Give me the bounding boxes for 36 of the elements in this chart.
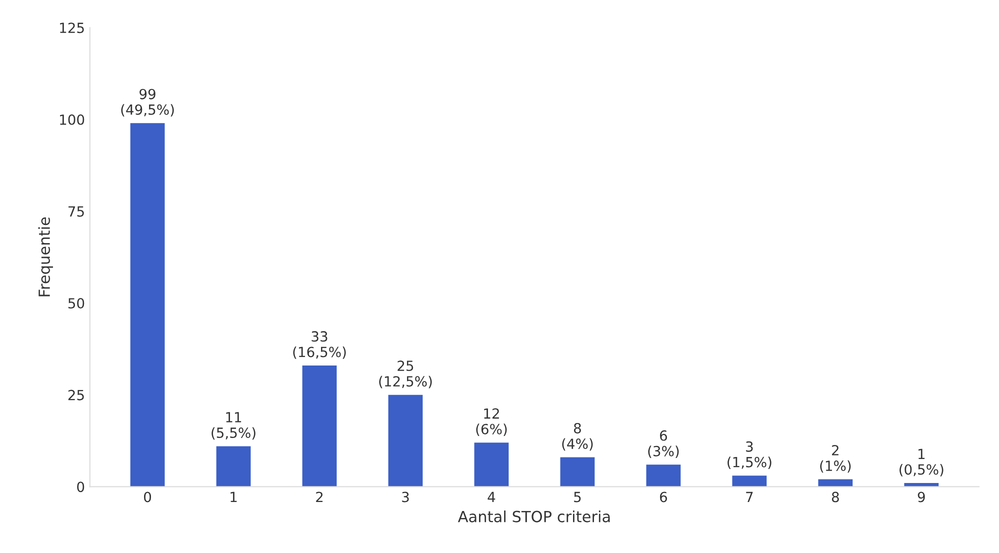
bar xyxy=(302,365,337,487)
data-label: 8 (4%) xyxy=(562,422,593,451)
x-tick-label: 6 xyxy=(660,492,667,502)
x-tick-label: 1 xyxy=(230,492,237,502)
bar xyxy=(732,476,767,487)
data-label: 11 (5,5%) xyxy=(212,412,256,440)
bar xyxy=(646,464,681,487)
x-tick-label: 3 xyxy=(402,492,409,502)
data-label: 25 (12,5%) xyxy=(379,360,432,388)
data-label: 33 (16,5%) xyxy=(293,331,346,359)
y-tick-label: 0 xyxy=(77,482,84,492)
x-tick-label: 4 xyxy=(488,492,496,502)
y-tick-label: 25 xyxy=(68,390,84,400)
bar xyxy=(388,394,423,487)
bar xyxy=(474,442,509,487)
x-tick-label: 7 xyxy=(746,492,753,502)
x-tick-label: 9 xyxy=(918,492,925,502)
data-label: 2 (1%) xyxy=(820,444,851,473)
y-tick-label: 100 xyxy=(60,114,84,125)
data-label: 3 (1,5%) xyxy=(728,441,772,470)
x-tick-label: 2 xyxy=(316,492,323,502)
y-tick-label: 50 xyxy=(68,298,84,309)
x-axis-title: Aantal STOP criteria xyxy=(458,510,610,522)
y-tick-label: 75 xyxy=(68,206,84,217)
y-axis-title: Frequentie xyxy=(38,217,53,296)
x-tick-label: 8 xyxy=(832,492,839,502)
data-label: 6 (3%) xyxy=(648,430,679,458)
bar xyxy=(560,457,595,487)
x-tick-label: 5 xyxy=(574,492,581,502)
x-tick-label: 0 xyxy=(144,492,152,502)
bar xyxy=(216,446,251,487)
y-tick-label: 125 xyxy=(60,22,84,34)
data-label: 12 (6%) xyxy=(476,408,507,436)
data-label: 99 (49,5%) xyxy=(121,88,174,117)
data-label: 1 (0,5%) xyxy=(900,448,944,476)
bar xyxy=(130,123,165,487)
